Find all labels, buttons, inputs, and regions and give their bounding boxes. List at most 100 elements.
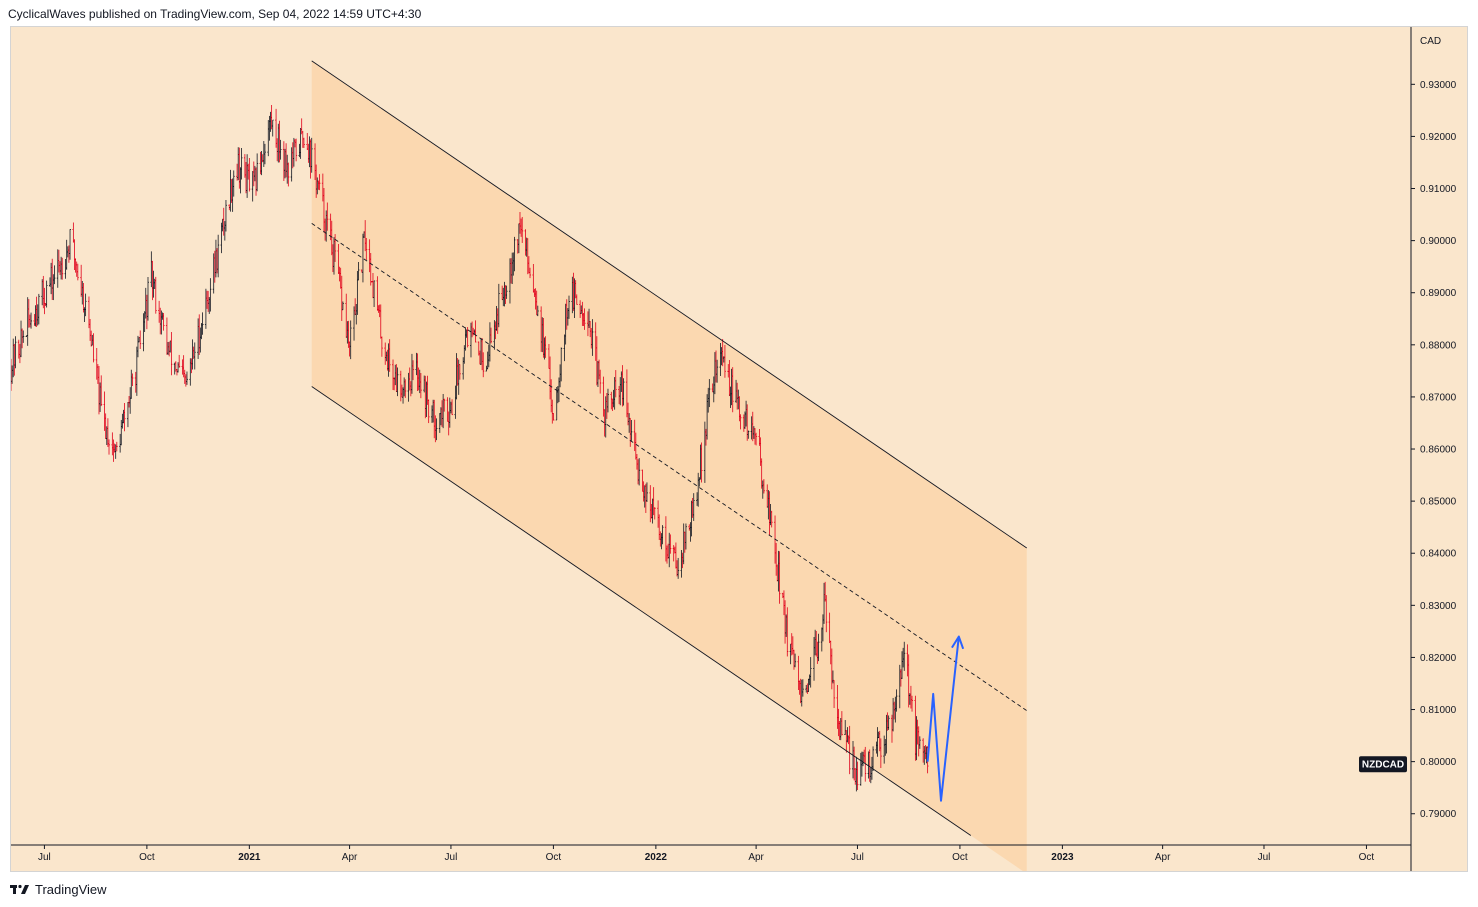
time-axis[interactable]: Jul Oct 2021 Apr Jul Oct 2022 Apr Jul Oct 2023 Apr J… [38, 845, 1374, 863]
candle [220, 222, 223, 254]
candle [80, 264, 83, 297]
candle [287, 162, 290, 187]
symbol-badge: NZDCAD [1359, 756, 1407, 773]
candle [903, 641, 906, 671]
candle [135, 346, 138, 396]
time-tick-label: Apr [1155, 852, 1171, 863]
candle [152, 270, 155, 298]
price-axis[interactable]: 0.93000 0.92000 0.91000 0.90000 0.89000 0.880… [1411, 80, 1457, 820]
channel-midline[interactable] [311, 223, 1028, 711]
candle [318, 174, 321, 191]
candle [334, 234, 337, 262]
candle [341, 301, 344, 311]
candle [245, 161, 248, 194]
candle [69, 229, 72, 260]
candle [66, 246, 69, 258]
candle [146, 276, 149, 321]
candle [443, 398, 446, 412]
candle [20, 320, 23, 358]
candle [310, 137, 313, 173]
candle [307, 143, 310, 163]
price-tick-label: 0.93000 [1420, 80, 1457, 91]
candle [214, 239, 217, 278]
candle [301, 130, 304, 148]
candle [45, 280, 48, 308]
price-tick-label: 0.85000 [1420, 497, 1457, 508]
candle [248, 157, 251, 192]
candle [879, 738, 882, 769]
candle [380, 336, 383, 357]
candle [817, 633, 820, 662]
candle [326, 202, 329, 231]
candle [26, 297, 29, 346]
time-tick-label: 2023 [1051, 852, 1074, 863]
candle [731, 367, 734, 413]
candle [292, 137, 295, 167]
candle [306, 132, 309, 150]
candle [231, 178, 234, 212]
candle [275, 108, 278, 148]
candle [217, 234, 220, 278]
candle [268, 115, 271, 141]
time-tick-label: Oct [952, 852, 968, 863]
candle [61, 257, 64, 280]
channel-lower-line[interactable] [311, 386, 972, 836]
candle [692, 493, 695, 521]
candle [216, 248, 219, 274]
candle [294, 139, 297, 148]
candle [159, 307, 162, 335]
candle [119, 433, 122, 453]
candle [27, 299, 30, 328]
price-tick-label: 0.82000 [1420, 653, 1457, 664]
candle [89, 318, 92, 341]
candle [199, 327, 202, 353]
chart-frame[interactable]: CAD 0.93000 0.92000 0.91000 0.90000 0.89000 0… [10, 26, 1468, 872]
candle [809, 657, 812, 688]
candle [75, 261, 78, 277]
time-tick-label: Oct [1359, 852, 1375, 863]
candle [65, 239, 68, 270]
candle [184, 374, 187, 387]
candle [174, 361, 177, 372]
candle [64, 258, 67, 279]
candle [295, 138, 298, 162]
candle [435, 418, 438, 441]
candle [236, 163, 239, 181]
candle [855, 756, 858, 792]
candle [151, 260, 154, 301]
candle [12, 338, 15, 378]
candle [52, 274, 55, 301]
candle [200, 323, 203, 340]
candle [104, 413, 107, 439]
candle [134, 371, 137, 393]
time-tick-label: Jul [38, 852, 51, 863]
candle [223, 221, 226, 241]
candle [513, 236, 516, 272]
candle [106, 418, 109, 447]
price-chart[interactable]: CAD 0.930000.920000.910000.900000.890000… [11, 27, 1467, 871]
candle [131, 373, 134, 387]
candle [291, 142, 294, 169]
candle [123, 403, 126, 432]
candle [237, 147, 240, 181]
candle [17, 339, 20, 359]
projection-path[interactable] [926, 636, 960, 802]
channel-upper-line[interactable] [311, 60, 1028, 549]
candle [189, 358, 192, 386]
candle [279, 139, 282, 160]
candle [87, 296, 90, 329]
candle [864, 746, 867, 782]
candle [253, 165, 256, 182]
candle [591, 319, 594, 356]
candle [278, 120, 281, 163]
candle [308, 136, 311, 168]
candle [872, 746, 875, 771]
candle [105, 426, 108, 446]
candle [207, 290, 210, 312]
candle [653, 507, 656, 520]
candle [833, 679, 836, 709]
candle [887, 715, 890, 730]
candle [42, 275, 45, 309]
candle [90, 330, 93, 347]
candles-layer [11, 104, 929, 792]
